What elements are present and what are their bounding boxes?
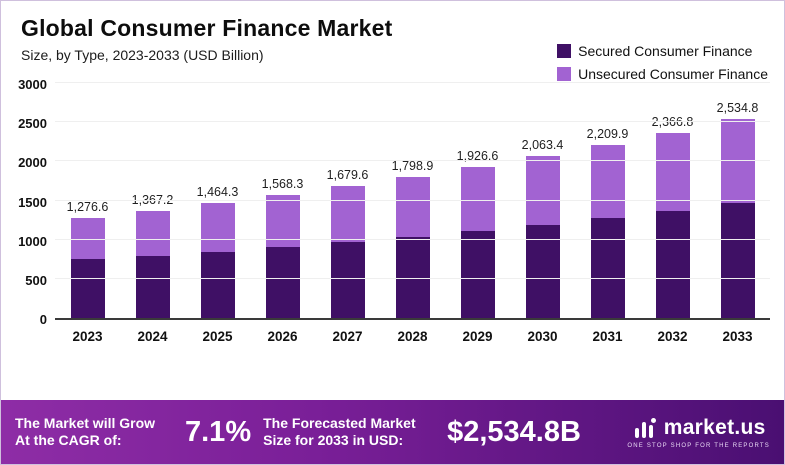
bar-unsecured-segment bbox=[70, 218, 105, 260]
y-tick-label: 1000 bbox=[18, 233, 47, 249]
gridline bbox=[55, 277, 770, 279]
bars-row: 1,276.6 1,367.2 1,464.3 1,568.3 1,679.6 1,798… bbox=[55, 85, 770, 318]
chart-title: Global Consumer Finance Market bbox=[21, 15, 393, 41]
gridline bbox=[55, 121, 770, 123]
brand-block: market.us ONE STOP SHOP FOR THE REPORTS bbox=[627, 415, 770, 449]
x-tick-label: 2030 bbox=[527, 329, 558, 344]
bar-group: 2,366.8 bbox=[640, 115, 705, 318]
bar-total-label: 1,464.3 bbox=[196, 185, 239, 200]
x-tick-label: 2023 bbox=[72, 329, 103, 344]
bar-secured-segment bbox=[720, 203, 755, 318]
legend-label: Unsecured Consumer Finance bbox=[578, 66, 768, 82]
bar-secured-segment bbox=[265, 247, 300, 318]
y-tick-label: 0 bbox=[39, 312, 47, 327]
bar-total-label: 2,209.9 bbox=[586, 126, 629, 141]
x-tick-label: 2032 bbox=[657, 329, 688, 344]
bar-group: 1,798.9 bbox=[380, 159, 445, 318]
bar-unsecured-segment bbox=[590, 144, 625, 218]
x-tick-label: 2026 bbox=[267, 329, 298, 344]
bar-secured-segment bbox=[525, 225, 560, 318]
legend-label: Secured Consumer Finance bbox=[578, 43, 753, 59]
legend-swatch bbox=[557, 44, 572, 58]
x-tick-label: 2033 bbox=[722, 329, 753, 344]
bar-total-label: 1,568.3 bbox=[261, 177, 304, 192]
bar-secured-segment bbox=[395, 236, 430, 318]
bar-secured-segment bbox=[200, 251, 235, 318]
y-tick-label: 3000 bbox=[18, 77, 47, 92]
bar-group: 1,679.6 bbox=[315, 168, 380, 318]
bar-group: 1,367.2 bbox=[120, 193, 185, 318]
bar-group: 2,063.4 bbox=[510, 138, 575, 318]
bar-secured-segment bbox=[460, 231, 495, 318]
legend-item: Unsecured Consumer Finance bbox=[557, 66, 768, 82]
marketus-logo-icon bbox=[632, 415, 658, 441]
x-axis-labels: 2023 2024 2025 2026 2027 2028 2029 2030 2031 2032… bbox=[55, 320, 770, 344]
bar-secured-segment bbox=[70, 259, 105, 318]
bar-secured-segment bbox=[590, 217, 625, 318]
bar-secured-segment bbox=[330, 242, 365, 318]
x-tick-label: 2031 bbox=[592, 329, 623, 344]
bar-total-label: 1,276.6 bbox=[66, 200, 109, 214]
x-tick-label: 2025 bbox=[202, 329, 233, 344]
gridline bbox=[55, 238, 770, 240]
x-tick-label: 2024 bbox=[137, 329, 168, 344]
brand-tagline: ONE STOP SHOP FOR THE REPORTS bbox=[627, 443, 770, 449]
bar-unsecured-segment bbox=[720, 119, 755, 204]
bar-unsecured-segment bbox=[200, 203, 235, 252]
bar-group: 2,534.8 bbox=[705, 101, 770, 318]
bar-total-label: 1,926.6 bbox=[456, 149, 499, 164]
bar-group: 1,926.6 bbox=[445, 149, 510, 318]
gridline bbox=[55, 160, 770, 162]
forecast-label: The Forecasted Market Size for 2033 in U… bbox=[263, 414, 416, 449]
bar-unsecured-segment bbox=[395, 177, 430, 237]
x-tick-label: 2029 bbox=[462, 329, 493, 344]
bar-group: 2,209.9 bbox=[575, 127, 640, 318]
legend-item: Secured Consumer Finance bbox=[557, 43, 768, 59]
chart-area: 0 500 1000 1500 2000 2500 3000 1,276.6 1,367.2 1… bbox=[1, 78, 784, 327]
gridline bbox=[55, 82, 770, 83]
header: Global Consumer Finance Market Size, by … bbox=[1, 1, 784, 63]
bar-group: 1,464.3 bbox=[185, 185, 250, 318]
y-tick-label: 500 bbox=[25, 272, 47, 288]
bar-total-label: 1,798.9 bbox=[391, 159, 434, 174]
bar-secured-segment bbox=[135, 255, 170, 318]
y-tick-label: 2000 bbox=[18, 155, 47, 171]
bar-unsecured-segment bbox=[265, 195, 300, 248]
bar-total-label: 2,063.4 bbox=[521, 138, 564, 153]
legend-swatch bbox=[557, 67, 572, 81]
x-tick-label: 2028 bbox=[397, 329, 428, 344]
bar-group: 1,276.6 bbox=[55, 200, 120, 318]
footer-banner: The Market will Grow At the CAGR of: 7.1… bbox=[1, 400, 784, 464]
bar-secured-segment bbox=[655, 211, 690, 318]
bar-unsecured-segment bbox=[460, 167, 495, 232]
brand-name: market.us bbox=[663, 416, 766, 439]
bar-unsecured-segment bbox=[655, 132, 690, 212]
plot-area: 1,276.6 1,367.2 1,464.3 1,568.3 1,679.6 1,798… bbox=[55, 82, 770, 320]
bar-unsecured-segment bbox=[135, 210, 170, 256]
x-axis: 2023 2024 2025 2026 2027 2028 2029 2030 2031 2032… bbox=[1, 320, 784, 344]
gridline bbox=[55, 199, 770, 201]
y-axis: 0 500 1000 1500 2000 2500 3000 bbox=[9, 78, 55, 327]
bar-unsecured-segment bbox=[330, 186, 365, 243]
y-tick-label: 1500 bbox=[18, 194, 47, 210]
forecast-value: $2,534.8B bbox=[447, 415, 581, 448]
cagr-value: 7.1% bbox=[185, 415, 252, 448]
bar-unsecured-segment bbox=[525, 156, 560, 226]
y-tick-label: 2500 bbox=[18, 116, 47, 132]
chart-subtitle: Size, by Type, 2023-2033 (USD Billion) bbox=[21, 47, 264, 63]
x-tick-label: 2027 bbox=[332, 329, 363, 344]
cagr-label: The Market will Grow At the CAGR of: bbox=[15, 414, 156, 449]
bar-group: 1,568.3 bbox=[250, 177, 315, 318]
legend: Secured Consumer Finance Unsecured Consum… bbox=[557, 43, 768, 82]
bar-total-label: 1,679.6 bbox=[326, 168, 369, 183]
bar-total-label: 2,534.8 bbox=[716, 101, 759, 116]
